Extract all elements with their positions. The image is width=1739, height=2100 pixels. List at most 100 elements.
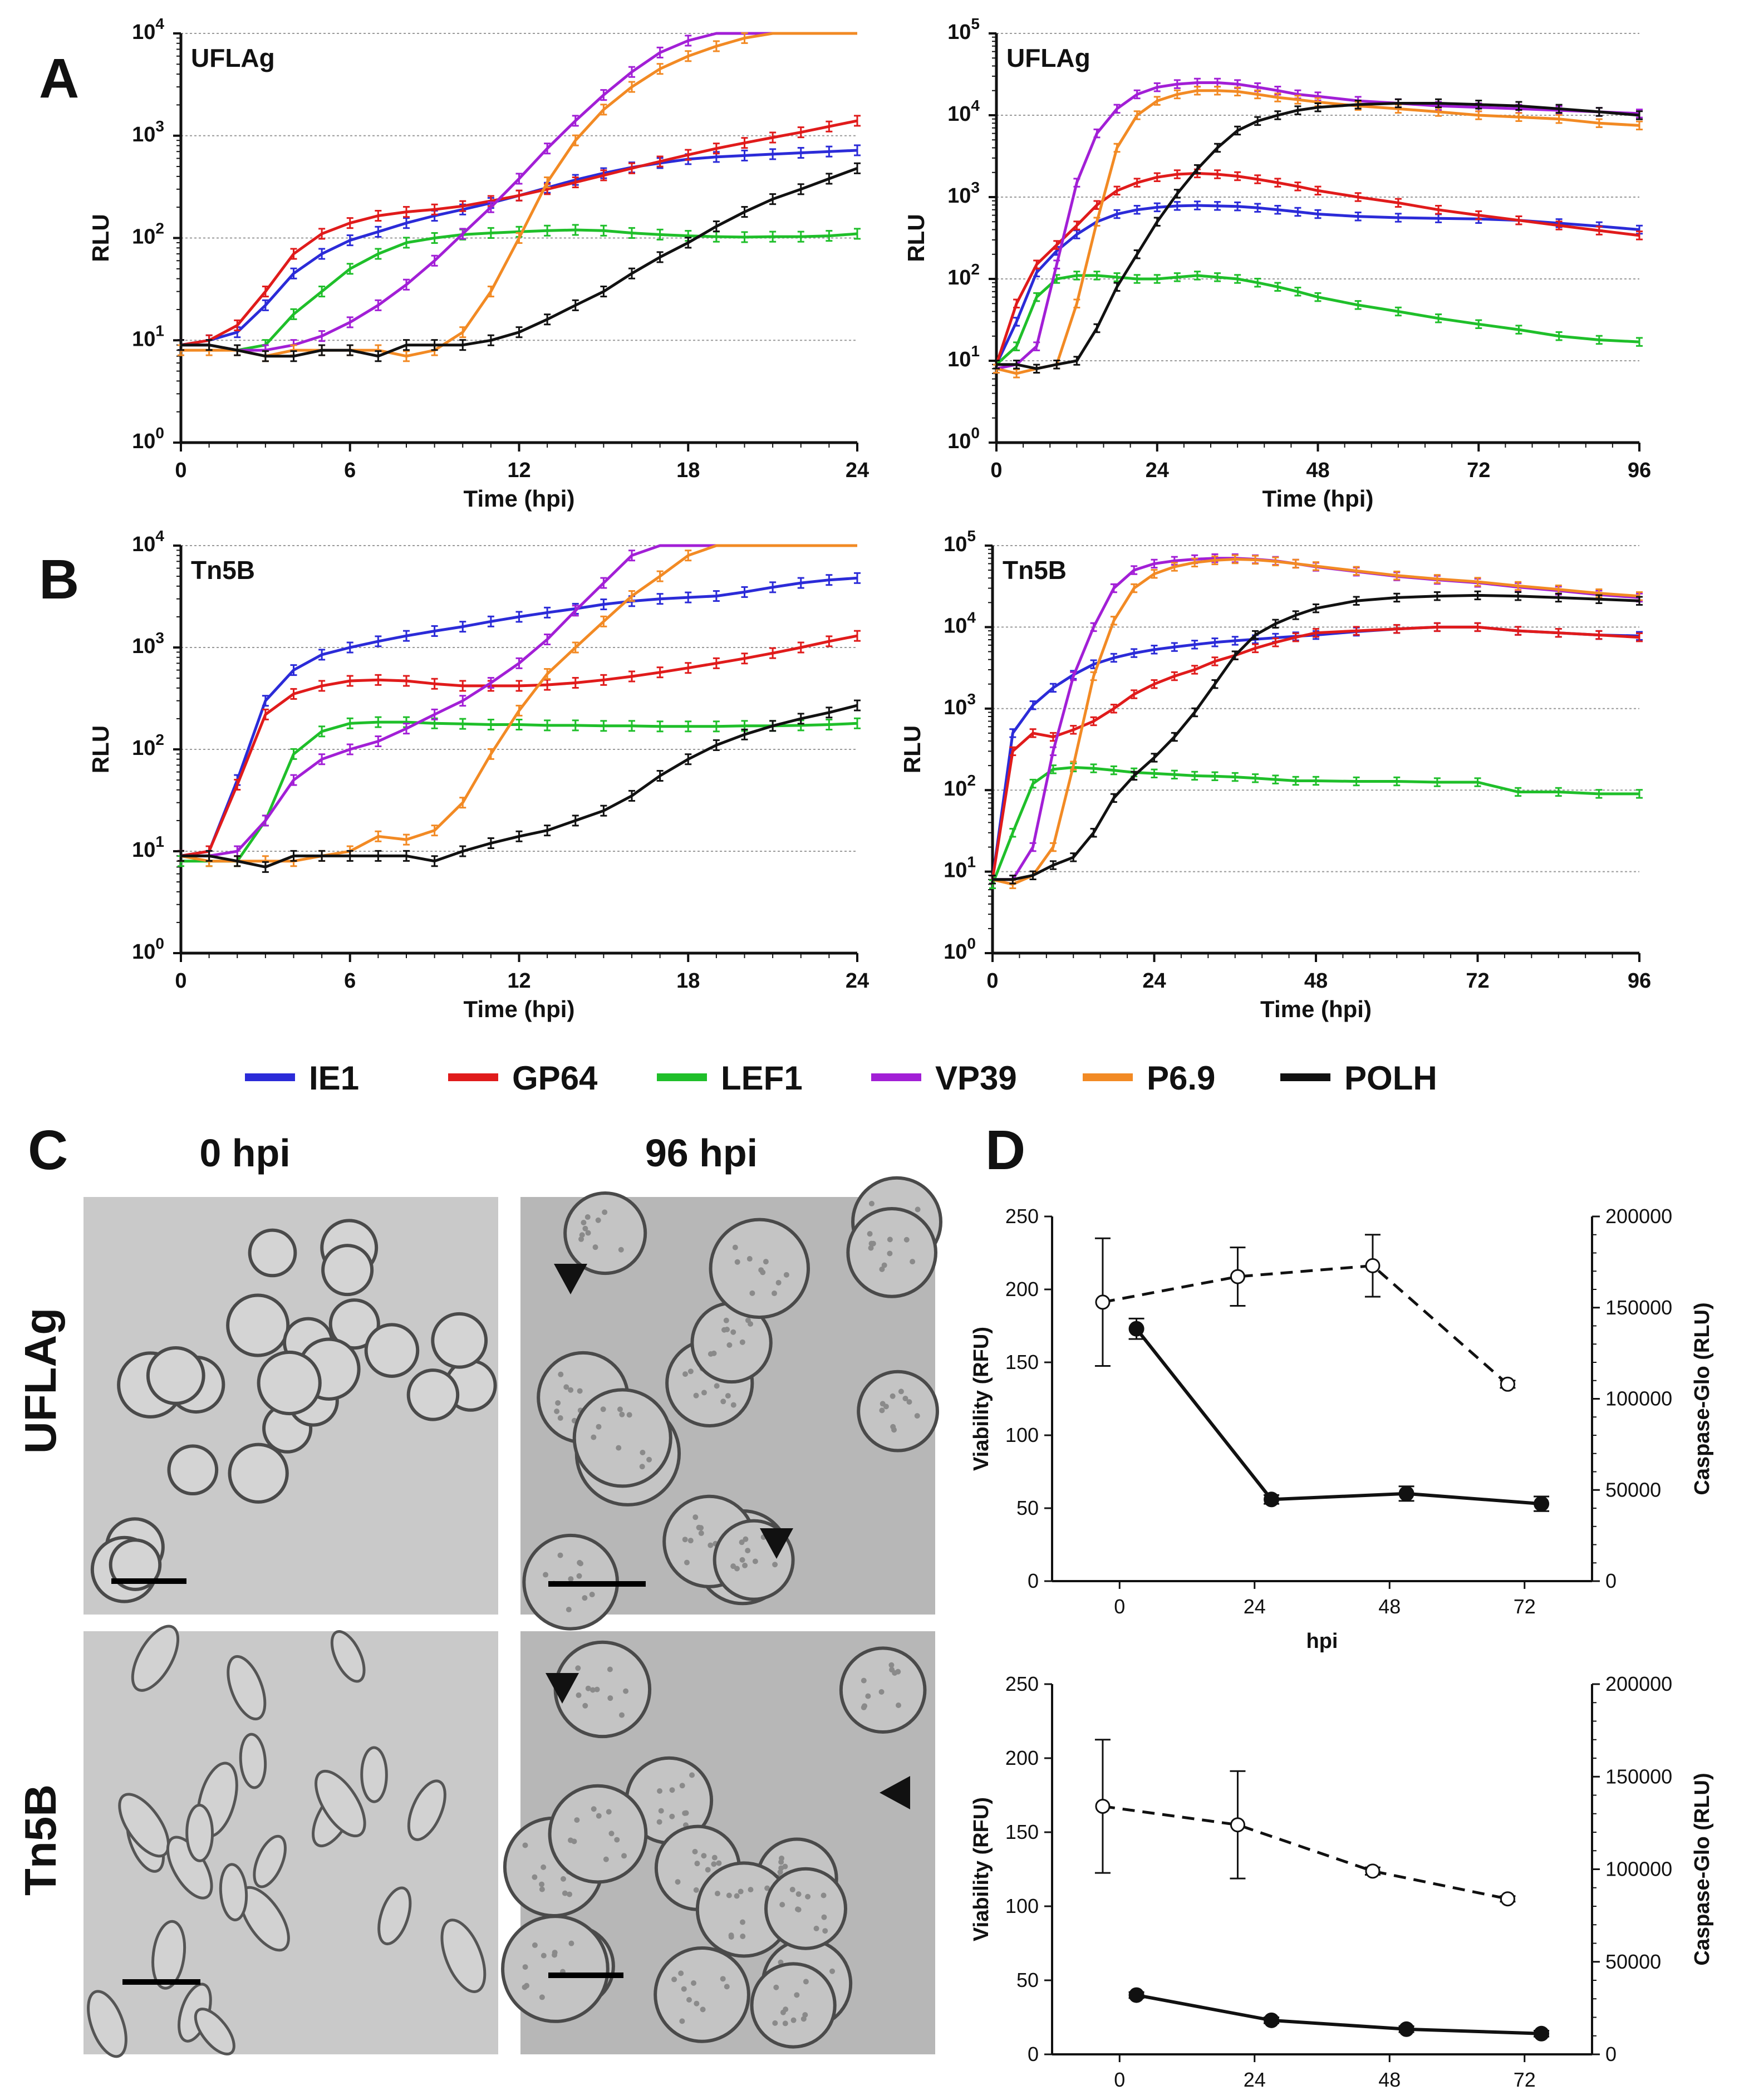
- x-tick-label: 0: [1114, 2068, 1125, 2091]
- y-tick-label: 105: [947, 15, 980, 44]
- legend-label: POLH: [1344, 1059, 1437, 1097]
- y-tick-label: 104: [947, 97, 980, 126]
- y-tick-label: 102: [944, 772, 976, 801]
- occlusion-body: [749, 1290, 755, 1296]
- x-axis-title: Time (hpi): [464, 996, 575, 1022]
- x-tick-label: 48: [1304, 969, 1328, 993]
- occlusion-body: [582, 1595, 588, 1601]
- cell: [167, 1444, 219, 1496]
- y-tick-exponent: 2: [971, 261, 980, 278]
- y-tick-label: 101: [132, 833, 164, 862]
- left-y-tick-label: 0: [1028, 1569, 1039, 1592]
- cell: [563, 1191, 647, 1275]
- occlusion-body: [541, 1952, 547, 1959]
- viability-point: [1264, 1491, 1280, 1508]
- y-tick-exponent: 4: [155, 527, 164, 544]
- arrowhead-marker: [554, 1264, 587, 1294]
- y-tick-exponent: 1: [967, 853, 976, 871]
- occlusion-body: [693, 1392, 699, 1399]
- occlusion-body: [705, 1867, 711, 1873]
- occlusion-body: [539, 1994, 545, 2000]
- occlusion-body: [543, 1572, 549, 1578]
- occlusion-body: [524, 1983, 530, 1989]
- occlusion-body: [582, 1702, 588, 1709]
- occlusion-body: [581, 1220, 587, 1226]
- occlusion-body: [739, 1339, 745, 1345]
- right-y-tick-label: 100000: [1605, 1858, 1672, 1881]
- x-axis-title: hpi: [1306, 1630, 1338, 1653]
- row-label-tn5b: Tn5B: [16, 1784, 65, 1896]
- occlusion-body: [683, 1810, 689, 1816]
- occlusion-body: [862, 1703, 868, 1709]
- legend-label: P6.9: [1147, 1059, 1215, 1097]
- y-tick-exponent: 0: [971, 424, 980, 441]
- occlusion-body: [603, 1856, 609, 1862]
- occlusion-body: [693, 1887, 699, 1893]
- cell: [321, 1244, 374, 1297]
- cell: [572, 1388, 672, 1488]
- x-tick-label: 12: [507, 459, 530, 482]
- occlusion-body: [748, 1887, 754, 1893]
- y-tick-base: 10: [947, 348, 971, 371]
- left-y-axis-title: Viability (RFU): [970, 1797, 993, 1941]
- occlusion-body: [574, 1817, 580, 1823]
- y-tick-label: 102: [132, 220, 164, 249]
- caspase-line: [1102, 1264, 1509, 1386]
- caspase-point: [1230, 1817, 1245, 1833]
- x-tick-label: 24: [1142, 969, 1166, 993]
- cell: [330, 1630, 366, 1683]
- occlusion-body: [739, 1539, 745, 1545]
- legend-label: VP39: [935, 1059, 1017, 1097]
- occlusion-body: [790, 2017, 797, 2023]
- panel-letter-a: A: [39, 47, 79, 110]
- caspase-point: [1095, 1798, 1111, 1814]
- occlusion-body: [773, 1984, 779, 1990]
- cell: [87, 1990, 127, 2058]
- y-tick-label: 103: [944, 690, 976, 719]
- occlusion-body: [898, 1388, 904, 1395]
- left-y-tick-label: 100: [1005, 1895, 1039, 1917]
- occlusion-body: [522, 1964, 528, 1970]
- occlusion-body: [802, 2012, 808, 2018]
- y-tick-label: 104: [944, 609, 976, 637]
- y-axis-title: RLU: [87, 214, 114, 262]
- x-tick-label: 0: [986, 969, 998, 993]
- y-tick-base: 10: [947, 266, 971, 290]
- x-tick-label: 18: [676, 459, 700, 482]
- y-axis-title: RLU: [903, 214, 929, 262]
- occlusion-body: [554, 1409, 560, 1414]
- chart-d-tn5b: 0 50 100 150 200 250 0 50000 100000 150000 200000 0…: [970, 1672, 1714, 2091]
- x-tick-label: 6: [344, 459, 356, 482]
- occlusion-body: [589, 1592, 595, 1598]
- occlusion-body: [607, 1666, 613, 1672]
- occlusion-body: [541, 1864, 547, 1870]
- occlusion-body: [602, 1209, 608, 1215]
- occlusion-body: [562, 1890, 568, 1896]
- occlusion-body: [596, 1424, 602, 1430]
- occlusion-body: [708, 1542, 714, 1548]
- occlusion-body: [568, 1940, 574, 1946]
- occlusion-body: [726, 1342, 733, 1348]
- panel-letter-b: B: [39, 548, 79, 611]
- legend-label: LEF1: [721, 1059, 803, 1097]
- occlusion-body: [739, 1557, 745, 1563]
- y-tick-base: 10: [132, 533, 155, 556]
- occlusion-body: [539, 1886, 545, 1892]
- row-label-uflag: UFLAg: [16, 1308, 65, 1454]
- y-tick-base: 10: [944, 533, 967, 556]
- right-y-tick-label: 200000: [1605, 1205, 1672, 1228]
- y-tick-base: 10: [944, 696, 967, 719]
- y-tick-base: 10: [132, 327, 155, 351]
- occlusion-body: [867, 1231, 873, 1237]
- occlusion-body: [578, 1236, 584, 1242]
- panel-letter-c: C: [28, 1119, 68, 1181]
- y-tick-base: 10: [132, 430, 155, 453]
- y-tick-exponent: 3: [155, 117, 164, 135]
- occlusion-body: [614, 1837, 620, 1843]
- left-y-tick-label: 200: [1005, 1746, 1039, 1769]
- occlusion-body: [577, 1561, 583, 1567]
- caspase-point: [1500, 1376, 1515, 1392]
- x-tick-label: 18: [676, 969, 700, 993]
- occlusion-body: [689, 1772, 695, 1778]
